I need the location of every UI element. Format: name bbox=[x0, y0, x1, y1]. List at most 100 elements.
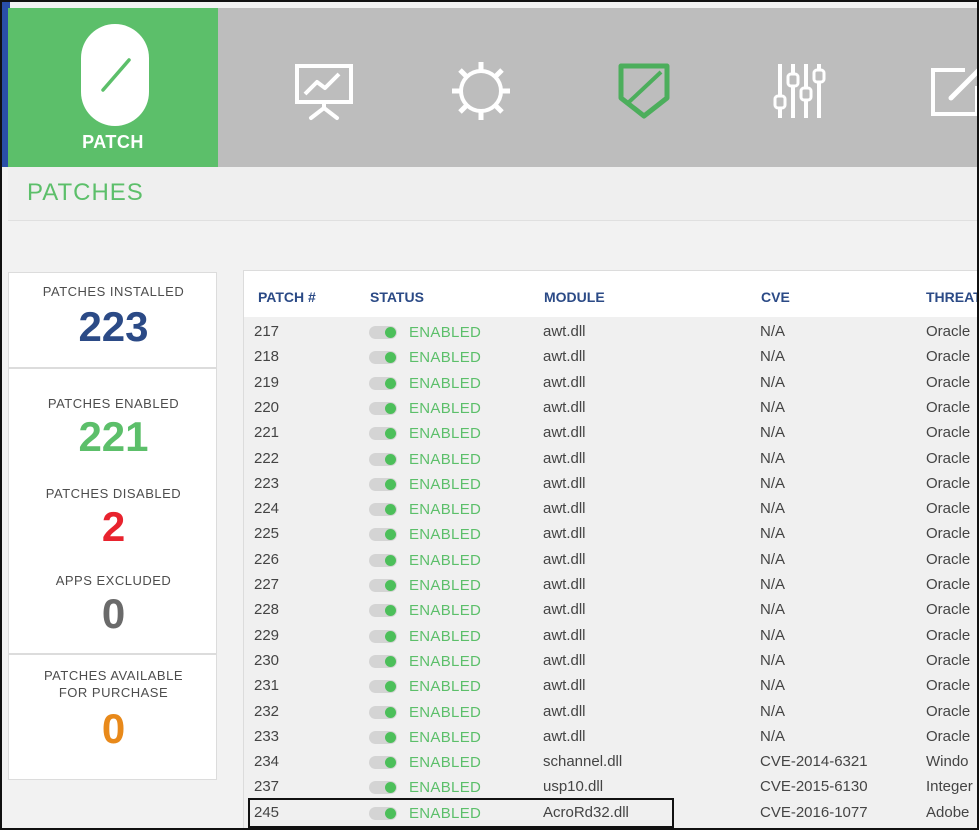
cell-patch: 222 bbox=[254, 449, 280, 467]
patches-table: PATCH # STATUS MODULE CVE THREAT 217 ENAB… bbox=[243, 270, 979, 828]
cell-status: ENABLED bbox=[409, 526, 482, 544]
column-header-module[interactable]: MODULE bbox=[544, 289, 605, 305]
status-toggle[interactable] bbox=[369, 427, 397, 441]
cell-status: ENABLED bbox=[409, 627, 482, 645]
cell-cve: CVE-2014-6321 bbox=[760, 753, 868, 771]
table-row[interactable]: 234 ENABLED schannel.dll CVE-2014-6321 Windo bbox=[244, 749, 977, 774]
status-toggle[interactable] bbox=[369, 326, 397, 339]
toggle-knob bbox=[385, 554, 396, 566]
status-toggle[interactable] bbox=[369, 604, 397, 618]
table-row[interactable]: 218 ENABLED awt.dll N/A Oracle bbox=[244, 344, 977, 369]
toggle-knob bbox=[385, 630, 396, 642]
cell-cve: N/A bbox=[760, 323, 786, 340]
cell-status: ENABLED bbox=[409, 754, 482, 772]
table-row[interactable]: 223 ENABLED awt.dll N/A Oracle bbox=[244, 471, 977, 496]
cell-cve: N/A bbox=[760, 449, 786, 467]
column-header-cve[interactable]: CVE bbox=[761, 289, 790, 305]
table-row[interactable]: 237 ENABLED usp10.dll CVE-2015-6130 Integer bbox=[244, 774, 977, 799]
status-toggle[interactable] bbox=[369, 351, 397, 365]
cell-status: ENABLED bbox=[409, 425, 482, 443]
table-row[interactable]: 231 ENABLED awt.dll N/A Oracle bbox=[244, 673, 977, 698]
cell-status: ENABLED bbox=[409, 399, 482, 417]
cell-module: awt.dll bbox=[543, 550, 586, 568]
status-toggle[interactable] bbox=[369, 553, 397, 567]
column-header-threat[interactable]: THREAT bbox=[926, 289, 979, 305]
highlight-box bbox=[248, 798, 674, 828]
stat-disabled-value: 2 bbox=[101, 503, 126, 550]
table-row[interactable]: 217 ENABLED awt.dll N/A Oracle bbox=[244, 319, 977, 344]
gear-icon[interactable] bbox=[448, 58, 514, 124]
cell-status: ENABLED bbox=[409, 501, 482, 519]
column-header-patch[interactable]: PATCH # bbox=[258, 289, 316, 305]
cell-cve: N/A bbox=[760, 550, 786, 568]
status-toggle[interactable] bbox=[369, 401, 397, 415]
table-row[interactable]: 232 ENABLED awt.dll N/A Oracle bbox=[244, 699, 977, 724]
cell-cve: N/A bbox=[760, 474, 786, 492]
status-toggle[interactable] bbox=[369, 705, 397, 719]
table-row[interactable]: 225 ENABLED awt.dll N/A Oracle bbox=[244, 521, 977, 546]
cell-threat: Oracle bbox=[926, 525, 971, 543]
status-toggle[interactable] bbox=[369, 654, 397, 668]
table-row[interactable]: 245 ENABLED AcroRd32.dll CVE-2016-1077 Adobe bbox=[244, 800, 977, 825]
table-row[interactable]: 233 ENABLED awt.dll N/A Oracle bbox=[244, 724, 977, 749]
sliders-icon[interactable] bbox=[766, 58, 832, 124]
status-toggle[interactable] bbox=[369, 756, 397, 770]
stat-purchase-value: 0 bbox=[101, 705, 126, 752]
table-row[interactable]: 228 ENABLED awt.dll N/A Oracle bbox=[244, 597, 977, 622]
table-row[interactable]: 226 ENABLED awt.dll N/A Oracle bbox=[244, 547, 977, 572]
toggle-knob bbox=[385, 681, 396, 693]
nav-patch-brand[interactable]: PATCH bbox=[8, 8, 218, 167]
cell-patch: 230 bbox=[254, 651, 280, 669]
toggle-knob bbox=[385, 529, 396, 541]
table-row[interactable]: 222 ENABLED awt.dll N/A Oracle bbox=[244, 446, 977, 471]
status-toggle[interactable] bbox=[369, 579, 397, 592]
cell-cve: N/A bbox=[760, 348, 786, 366]
edit-icon[interactable] bbox=[925, 58, 977, 124]
toggle-knob bbox=[385, 428, 396, 440]
column-header-status[interactable]: STATUS bbox=[370, 289, 424, 305]
status-toggle[interactable] bbox=[369, 680, 397, 694]
cell-threat: Oracle bbox=[926, 449, 971, 467]
status-toggle[interactable] bbox=[369, 503, 397, 517]
cell-threat: Oracle bbox=[926, 398, 971, 416]
cell-module: awt.dll bbox=[543, 348, 586, 366]
cell-patch: 233 bbox=[254, 727, 280, 745]
cell-status: ENABLED bbox=[409, 577, 482, 594]
status-toggle[interactable] bbox=[369, 781, 397, 795]
shield-slash-icon[interactable] bbox=[611, 58, 677, 124]
stat-purchase-label-2: FOR PURCHASE bbox=[58, 685, 169, 700]
table-row[interactable]: 229 ENABLED awt.dll N/A Oracle bbox=[244, 623, 977, 648]
status-toggle[interactable] bbox=[369, 528, 397, 542]
cell-status: ENABLED bbox=[409, 374, 482, 392]
status-toggle[interactable] bbox=[369, 806, 397, 820]
cell-threat: Oracle bbox=[926, 373, 971, 391]
table-header: PATCH # STATUS MODULE CVE THREAT bbox=[244, 271, 979, 317]
slash-icon bbox=[81, 24, 149, 126]
table-row[interactable]: 221 ENABLED awt.dll N/A Oracle bbox=[244, 420, 977, 445]
cell-module: awt.dll bbox=[543, 702, 586, 720]
table-row[interactable]: 220 ENABLED awt.dll N/A Oracle bbox=[244, 395, 977, 420]
toggle-knob bbox=[385, 731, 396, 743]
table-row[interactable]: 219 ENABLED awt.dll N/A Oracle bbox=[244, 370, 977, 395]
window-edge bbox=[2, 2, 10, 167]
status-toggle[interactable] bbox=[369, 730, 397, 744]
status-toggle[interactable] bbox=[369, 477, 397, 491]
cell-status: ENABLED bbox=[409, 804, 482, 822]
status-toggle[interactable] bbox=[369, 376, 397, 390]
cell-threat: Oracle bbox=[926, 702, 971, 720]
table-body: 217 ENABLED awt.dll N/A Oracle 218 ENABLED awt.… bbox=[244, 317, 977, 828]
table-row[interactable]: 227 ENABLED awt.dll N/A Oracle bbox=[244, 572, 977, 597]
cell-threat: Windo bbox=[926, 753, 969, 771]
cell-module: awt.dll bbox=[543, 576, 586, 593]
cell-status: ENABLED bbox=[409, 450, 482, 468]
status-toggle[interactable] bbox=[369, 629, 397, 643]
toggle-knob bbox=[385, 757, 396, 769]
cell-cve: N/A bbox=[760, 677, 786, 695]
cell-module: awt.dll bbox=[543, 651, 586, 669]
presentation-chart-icon[interactable] bbox=[291, 58, 357, 124]
toggle-knob bbox=[385, 782, 396, 794]
table-row[interactable]: 230 ENABLED awt.dll N/A Oracle bbox=[244, 648, 977, 673]
status-toggle[interactable] bbox=[369, 452, 397, 466]
table-row[interactable]: 224 ENABLED awt.dll N/A Oracle bbox=[244, 496, 977, 521]
